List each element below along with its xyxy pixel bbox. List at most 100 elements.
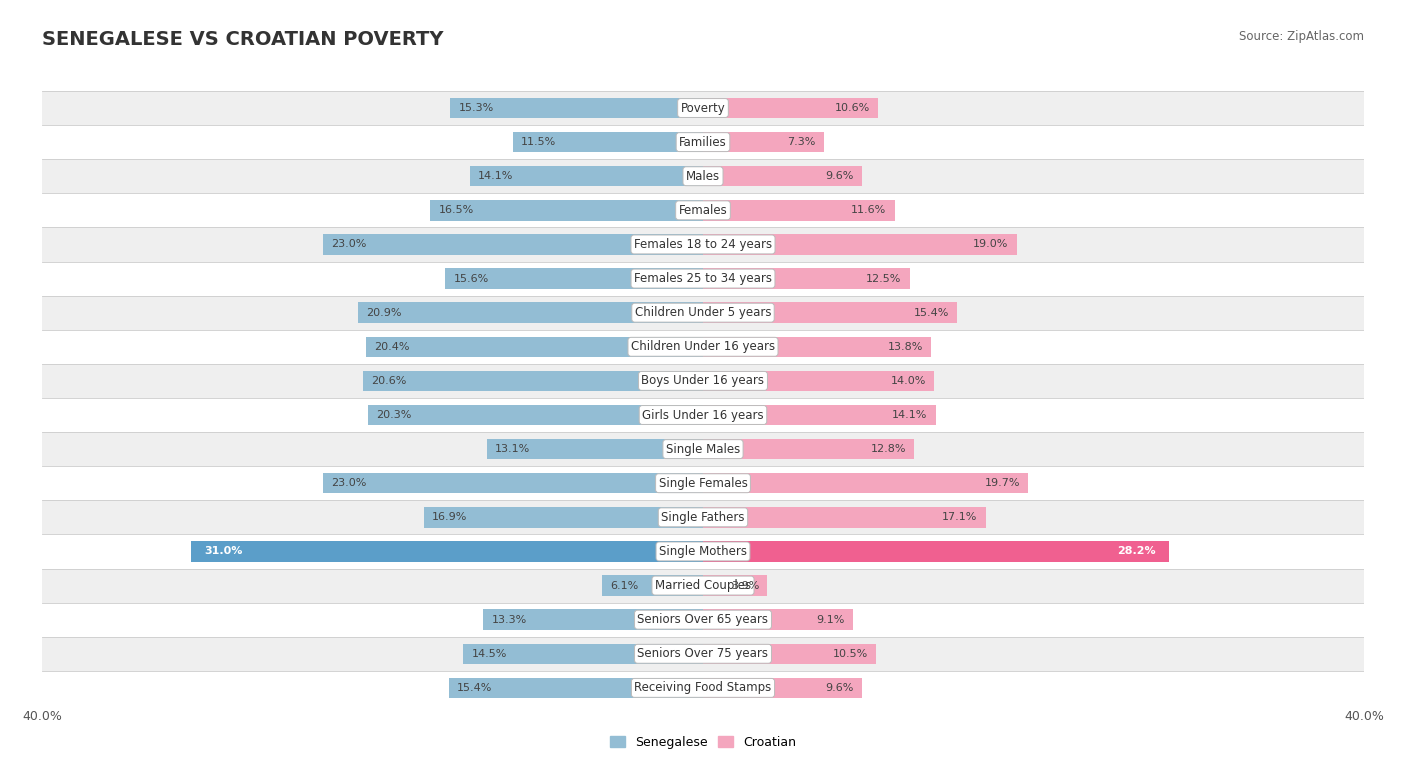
Bar xyxy=(42,364,1364,398)
Bar xyxy=(513,132,703,152)
Text: 20.4%: 20.4% xyxy=(374,342,409,352)
Bar xyxy=(703,234,1017,255)
Text: 28.2%: 28.2% xyxy=(1116,547,1156,556)
Text: Boys Under 16 years: Boys Under 16 years xyxy=(641,374,765,387)
Text: Girls Under 16 years: Girls Under 16 years xyxy=(643,409,763,421)
Text: 13.1%: 13.1% xyxy=(495,444,530,454)
Text: Receiving Food Stamps: Receiving Food Stamps xyxy=(634,681,772,694)
Bar xyxy=(446,268,703,289)
Text: Seniors Over 75 years: Seniors Over 75 years xyxy=(637,647,769,660)
Text: 17.1%: 17.1% xyxy=(942,512,977,522)
Text: 23.0%: 23.0% xyxy=(332,240,367,249)
Text: 12.8%: 12.8% xyxy=(870,444,907,454)
Text: 15.4%: 15.4% xyxy=(914,308,949,318)
Text: 23.0%: 23.0% xyxy=(332,478,367,488)
Bar xyxy=(703,678,862,698)
Bar xyxy=(191,541,703,562)
Text: 20.6%: 20.6% xyxy=(371,376,406,386)
Bar xyxy=(42,568,1364,603)
Text: Males: Males xyxy=(686,170,720,183)
Text: 11.6%: 11.6% xyxy=(851,205,886,215)
Bar xyxy=(470,166,703,186)
Bar xyxy=(42,500,1364,534)
Text: Single Mothers: Single Mothers xyxy=(659,545,747,558)
Text: Children Under 16 years: Children Under 16 years xyxy=(631,340,775,353)
Text: 13.8%: 13.8% xyxy=(887,342,922,352)
Text: Single Fathers: Single Fathers xyxy=(661,511,745,524)
Bar xyxy=(703,132,824,152)
Text: Females 25 to 34 years: Females 25 to 34 years xyxy=(634,272,772,285)
Text: 15.4%: 15.4% xyxy=(457,683,492,693)
Bar xyxy=(450,98,703,118)
Text: 10.6%: 10.6% xyxy=(835,103,870,113)
Text: 19.0%: 19.0% xyxy=(973,240,1008,249)
Text: Single Males: Single Males xyxy=(666,443,740,456)
Bar xyxy=(42,227,1364,262)
Bar xyxy=(42,159,1364,193)
Bar xyxy=(484,609,703,630)
Legend: Senegalese, Croatian: Senegalese, Croatian xyxy=(605,731,801,754)
Bar xyxy=(42,398,1364,432)
Text: Females 18 to 24 years: Females 18 to 24 years xyxy=(634,238,772,251)
Bar xyxy=(449,678,703,698)
Bar xyxy=(602,575,703,596)
Bar xyxy=(42,330,1364,364)
Text: 14.5%: 14.5% xyxy=(471,649,508,659)
Bar xyxy=(42,671,1364,705)
Text: 11.5%: 11.5% xyxy=(522,137,557,147)
Text: 7.3%: 7.3% xyxy=(787,137,815,147)
Bar xyxy=(42,466,1364,500)
Bar xyxy=(703,439,914,459)
Bar xyxy=(703,166,862,186)
Text: Children Under 5 years: Children Under 5 years xyxy=(634,306,772,319)
Text: 9.6%: 9.6% xyxy=(825,171,853,181)
Bar xyxy=(323,234,703,255)
Text: 20.3%: 20.3% xyxy=(375,410,412,420)
Text: Married Couples: Married Couples xyxy=(655,579,751,592)
Text: 10.5%: 10.5% xyxy=(832,649,868,659)
Bar xyxy=(703,337,931,357)
Bar xyxy=(367,405,703,425)
Bar xyxy=(703,541,1168,562)
Bar xyxy=(703,644,876,664)
Bar xyxy=(323,473,703,493)
Bar xyxy=(703,473,1028,493)
Text: 12.5%: 12.5% xyxy=(866,274,901,283)
Text: 19.7%: 19.7% xyxy=(984,478,1021,488)
Text: 14.1%: 14.1% xyxy=(893,410,928,420)
Bar xyxy=(703,609,853,630)
Bar xyxy=(42,534,1364,568)
Bar xyxy=(42,296,1364,330)
Bar xyxy=(366,337,703,357)
Bar xyxy=(703,98,879,118)
Text: Poverty: Poverty xyxy=(681,102,725,114)
Text: 15.6%: 15.6% xyxy=(454,274,489,283)
Text: 31.0%: 31.0% xyxy=(204,547,242,556)
Bar xyxy=(703,575,768,596)
Bar xyxy=(703,371,934,391)
Text: 14.1%: 14.1% xyxy=(478,171,513,181)
Bar xyxy=(42,193,1364,227)
Text: SENEGALESE VS CROATIAN POVERTY: SENEGALESE VS CROATIAN POVERTY xyxy=(42,30,444,49)
Text: 9.6%: 9.6% xyxy=(825,683,853,693)
Text: 9.1%: 9.1% xyxy=(817,615,845,625)
Bar xyxy=(703,200,894,221)
Bar xyxy=(363,371,703,391)
Text: 20.9%: 20.9% xyxy=(366,308,402,318)
Bar xyxy=(423,507,703,528)
Text: 13.3%: 13.3% xyxy=(492,615,527,625)
Bar xyxy=(357,302,703,323)
Text: Females: Females xyxy=(679,204,727,217)
Bar xyxy=(703,507,986,528)
Bar xyxy=(703,405,936,425)
Text: 16.9%: 16.9% xyxy=(432,512,467,522)
Bar xyxy=(486,439,703,459)
Text: Source: ZipAtlas.com: Source: ZipAtlas.com xyxy=(1239,30,1364,43)
Bar xyxy=(430,200,703,221)
Bar xyxy=(42,262,1364,296)
Bar xyxy=(42,91,1364,125)
Text: 16.5%: 16.5% xyxy=(439,205,474,215)
Bar xyxy=(42,125,1364,159)
Bar xyxy=(703,268,910,289)
Text: Families: Families xyxy=(679,136,727,149)
